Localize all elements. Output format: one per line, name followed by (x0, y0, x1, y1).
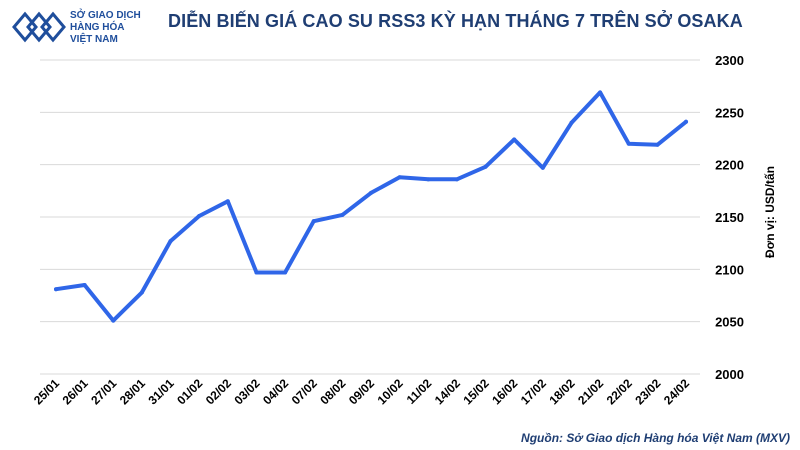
x-tick-label: 10/02 (375, 376, 406, 407)
x-tick-label: 23/02 (632, 376, 663, 407)
x-tick-label: 18/02 (546, 376, 577, 407)
chart-title: DIỄN BIẾN GIÁ CAO SU RSS3 KỲ HẠN THÁNG 7… (168, 11, 743, 31)
brand-logo: SỞ GIAO DỊCH HÀNG HÓA VIỆT NAM (8, 6, 158, 52)
data-point (369, 190, 373, 195)
y-tick-label: 2000 (715, 367, 744, 382)
x-tick-label: 16/02 (489, 376, 520, 407)
data-point (512, 137, 517, 142)
data-point (225, 199, 230, 204)
y-axis-label: Đơn vị: USD/tấn (763, 166, 777, 258)
data-point (340, 212, 345, 217)
y-tick-label: 2200 (715, 158, 744, 173)
data-point (540, 165, 545, 170)
data-point (254, 270, 259, 275)
x-tick-label: 22/02 (604, 376, 635, 407)
x-tick-label: 01/02 (174, 376, 205, 407)
x-tick-label: 27/01 (88, 376, 119, 407)
data-point (598, 90, 603, 95)
gridlines (40, 59, 700, 375)
data-point (569, 120, 574, 125)
data-point (111, 318, 116, 323)
x-tick-label: 25/01 (31, 376, 62, 407)
logo-line-3: VIỆT NAM (70, 34, 118, 45)
x-tick-label: 21/02 (575, 376, 606, 407)
data-point (54, 287, 58, 292)
x-tick-label: 28/01 (117, 376, 148, 407)
x-tick-label: 02/02 (203, 376, 234, 407)
x-tick-label: 07/02 (289, 376, 320, 407)
x-tick-label: 03/02 (231, 376, 262, 407)
source-note: Nguồn: Sở Giao dịch Hàng hóa Việt Nam (M… (521, 431, 790, 445)
x-tick-label: 09/02 (346, 376, 377, 407)
x-tick-label: 11/02 (404, 376, 435, 407)
series-line (54, 90, 688, 323)
series-layer (54, 90, 688, 323)
y-tick-label: 2300 (715, 53, 744, 68)
x-tick-label: 14/02 (432, 376, 463, 407)
data-point (283, 270, 288, 275)
logo-line-2: HÀNG HÓA (70, 22, 125, 33)
data-point (82, 283, 87, 288)
x-tick-label: 31/01 (146, 376, 177, 407)
data-point (655, 142, 660, 147)
y-tick-label: 2150 (715, 210, 744, 225)
y-axis-ticks: 2000 2050 2100 2150 2200 2250 2300 (715, 53, 744, 382)
data-point (483, 164, 488, 169)
data-point (426, 177, 431, 182)
x-tick-label: 24/02 (661, 376, 692, 407)
data-point (397, 175, 402, 180)
data-point (197, 213, 202, 218)
y-tick-label: 2250 (715, 105, 744, 120)
data-point (168, 239, 173, 244)
x-tick-label: 15/02 (461, 376, 492, 407)
x-tick-label: 17/02 (518, 376, 549, 407)
x-tick-label: 04/02 (260, 376, 291, 407)
logo-diamond-icon (12, 11, 66, 43)
data-point (311, 219, 316, 224)
x-axis-ticks: 25/0126/0127/0128/0131/0101/0202/0203/02… (31, 376, 692, 407)
x-tick-label: 08/02 (317, 376, 348, 407)
data-point (139, 290, 144, 295)
y-tick-label: 2100 (715, 262, 744, 277)
logo-line-1: SỞ GIAO DỊCH (70, 10, 141, 21)
data-point (626, 141, 631, 146)
x-tick-label: 26/01 (60, 376, 91, 407)
data-point (684, 119, 688, 124)
y-tick-label: 2050 (715, 315, 744, 330)
logo-text: SỞ GIAO DỊCH HÀNG HÓA VIỆT NAM (70, 10, 141, 46)
data-point (454, 177, 459, 182)
